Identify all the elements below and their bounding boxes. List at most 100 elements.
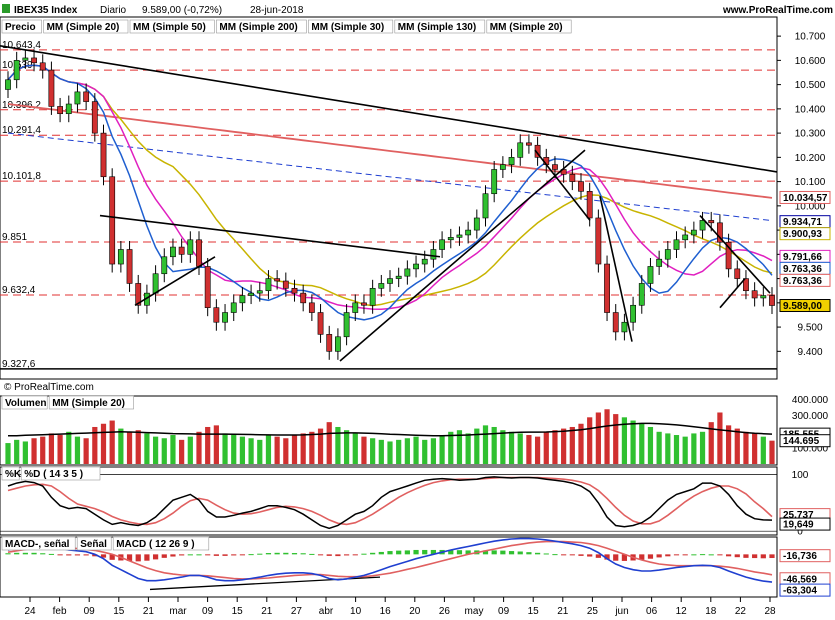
macd-hist-58 [508,551,515,555]
candle-body-63 [552,164,558,170]
volume-panel [0,395,778,466]
ma20-line [7,64,773,321]
candle-body-67 [586,191,593,219]
macd-hist-77 [673,554,680,556]
macd-hist-30 [265,553,272,555]
ma200-line [7,103,773,199]
macd-hist-43 [378,551,384,555]
price-badge-3-text: 9.791,66 [783,252,822,263]
volume-bar-81 [708,422,714,464]
volume-bar-9 [83,438,89,464]
x-tick-label-17: 15 [528,606,540,617]
stoch-badge-1-box [779,517,831,531]
candle-body-7 [65,103,72,115]
macd-hist-64 [561,554,567,556]
candle-body-66 [578,181,584,192]
candle-body-85 [743,278,749,292]
volume-bar-13 [118,428,124,464]
candle-body-47 [413,263,419,270]
price-panel [0,16,778,380]
x-tick-label-4: 21 [143,606,155,617]
price-legend-item-3: MM (Simple 200) [219,22,297,33]
macd-hist-88 [769,554,775,559]
volume-bar-53 [465,433,471,464]
volume-bar-7 [66,431,72,464]
candle-body-52 [456,234,463,238]
candle-body-45 [395,275,402,279]
candle-body-23 [204,266,211,308]
trendline-6 [699,215,771,294]
level-label-5: 9.851 [2,232,27,243]
macd-hist-87 [760,554,766,559]
volume-bar-24 [213,425,219,464]
volume-bar-67 [587,417,593,464]
candle-body-38 [335,336,341,352]
macd-legend-box-1 [76,536,112,551]
macd-hist-31 [274,552,280,555]
volume-bar-80 [699,431,706,464]
candle-body-4 [39,62,46,71]
candle-body-29 [256,290,263,294]
macd-hist-36 [317,554,324,556]
macd-hist-80 [699,554,706,556]
volume-bar-85 [743,431,749,464]
volume-bar-44 [387,441,393,464]
price-tick-label-12: 10.600 [795,56,826,67]
x-tick-label-6: 09 [202,606,214,617]
macd-hist-28 [248,554,254,556]
volume-bar-68 [595,412,601,464]
candle-body-17 [152,273,159,294]
x-tick-label-16: 09 [498,606,510,617]
grid-layer [0,35,781,602]
volume-bars [5,409,775,464]
candle-body-41 [361,302,367,306]
price-badge-0-text: 10.034,57 [783,193,828,204]
volume-badge-1-text: 144.695 [783,436,820,447]
x-tick-label-7: 15 [232,606,244,617]
level-label-6: 9.632,4 [2,285,36,296]
macd-badge-1-text: -46,569 [783,574,817,585]
price-badge-5-text: 9.763,36 [783,276,822,287]
candle-body-0 [5,79,11,90]
macd-hist-26 [231,554,237,556]
macd-legend-box-2 [112,536,210,551]
macd-hist-40 [352,554,358,556]
macd-hist-3 [31,552,37,555]
volume-bar-32 [283,438,289,464]
price-legend-item-2: MM (Simple 50) [133,22,206,33]
candle-body-75 [656,258,663,267]
candle-body-32 [282,280,289,289]
macd-hist-57 [500,550,506,555]
x-tick-label-0: 24 [24,606,36,617]
volume-bar-20 [179,439,185,464]
volume-bar-3 [31,438,37,464]
price-badge-0-box [779,190,831,204]
stoch-legend-box-0 [1,466,20,481]
candle-body-76 [664,249,671,260]
volume-bar-78 [682,436,688,464]
macd-hist-73 [639,554,645,560]
chart-last-price: 9.589,00 (-0,72%) [142,5,222,16]
price-legend-item-5: MM (Simple 130) [398,22,476,33]
candle-body-84 [734,268,741,279]
stoch-badge-1-text: 19,649 [783,520,814,531]
level-label-0: 10.643,4 [2,40,41,51]
macd-hist-53 [465,550,471,555]
macd-legend-item-0: MACD-, señal [5,539,70,550]
volume-bar-23 [205,426,211,464]
volume-bar-76 [665,433,671,464]
candle-body-70 [612,312,619,333]
macd-hist-86 [752,554,758,559]
x-tick-label-25: 28 [764,606,776,617]
price-legend-item-0: Precio [5,22,36,33]
price-legend-box-6 [486,19,572,34]
x-tick-label-18: 21 [557,606,569,617]
price-tick-label-8: 10.200 [795,153,826,164]
stoch-k-line [7,476,773,530]
volume-legend-box-0 [1,395,48,410]
candle-body-71 [621,321,628,333]
volume-bar-17 [152,436,159,464]
macd-hist-29 [257,553,263,555]
candle-body-37 [326,334,333,352]
